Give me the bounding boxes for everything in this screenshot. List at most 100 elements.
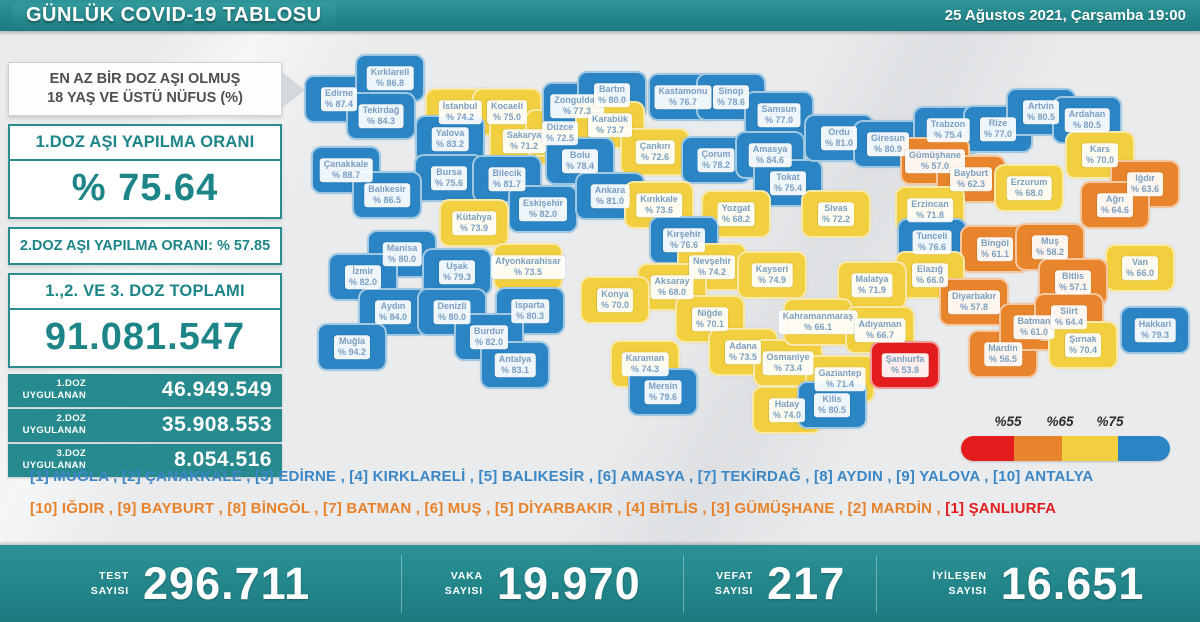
province-label-eskişehir: Eskişehir% 82.0 <box>518 197 568 221</box>
province-region-şırnak <box>1048 321 1118 369</box>
province-label-sakarya: Sakarya% 71.2 <box>502 129 546 153</box>
province-label-kırıkkale: Kırıkkale% 73.6 <box>636 193 682 217</box>
province-label-nevşehir: Nevşehir% 74.2 <box>688 255 736 279</box>
province-label-hakkari: Hakkari% 79.3 <box>1134 318 1176 342</box>
province-label-amasya: Amasya% 84.6 <box>748 143 792 167</box>
province-label-ankara: Ankara% 81.0 <box>590 184 630 208</box>
stat-group-test: TEST SAYISI 296.711 <box>0 555 401 613</box>
province-label-kayseri: Kayseri% 74.9 <box>751 263 793 287</box>
province-label-iğdır: Iğdır% 63.6 <box>1126 172 1164 196</box>
province-label-kastamonu: Kastamonu% 76.7 <box>654 85 712 109</box>
province-label-hatay: Hatay% 74.0 <box>768 398 806 422</box>
total-value: 91.081.547 <box>44 315 246 358</box>
province-label-karabük: Karabük% 73.7 <box>587 113 633 137</box>
province-label-burdur: Burdur% 82.0 <box>470 325 508 349</box>
province-region-kütahya <box>439 199 509 247</box>
dose-table: 1.DOZ UYGULANAN 46.949.549 2.DOZ UYGULANAN 35… <box>8 373 282 477</box>
province-label-artvin: Artvin% 80.5 <box>1022 100 1060 124</box>
stat-group-i̇yi̇leşen: İYİLEŞEN SAYISI 16.651 <box>875 554 1200 613</box>
province-label-bitlis: Bitlis% 57.1 <box>1054 270 1092 294</box>
stat-label: VAKA SAYISI <box>444 570 483 597</box>
province-label-bolu: Bolu% 78.4 <box>561 149 599 173</box>
province-label-elazığ: Elazığ% 66.0 <box>911 263 949 287</box>
stat-value: 217 <box>767 557 846 609</box>
dose-row-3: 3.DOZ UYGULANAN 8.054.516 <box>8 443 282 477</box>
province-label-ardahan: Ardahan% 80.5 <box>1064 108 1110 132</box>
top-bar: GÜNLÜK COVID-19 TABLOSU 25 Ağustos 2021,… <box>0 0 1200 31</box>
province-label-erzincan: Erzincan% 71.8 <box>907 198 953 222</box>
province-label-adıyaman: Adıyaman% 66.7 <box>854 318 906 342</box>
province-label-giresun: Giresun% 80.9 <box>866 132 910 156</box>
total-box: 1.,2. VE 3. DOZ TOPLAMI 91.081.547 <box>8 272 282 368</box>
province-label-diyarbakır: Diyarbakır% 57.8 <box>947 290 1001 314</box>
legend-segment-blue <box>1118 436 1170 461</box>
province-label-adana: Adana% 73.5 <box>724 340 762 364</box>
province-label-i̇stanbul: İstanbul% 74.2 <box>438 100 482 124</box>
province-label-kilis: Kilis% 80.5 <box>813 393 851 417</box>
province-label-çorum: Çorum% 78.2 <box>697 148 735 172</box>
province-label-uşak: Uşak% 79.3 <box>438 260 476 284</box>
stat-value: 19.970 <box>496 557 641 609</box>
province-label-bartın: Bartın% 80.0 <box>593 83 631 107</box>
province-label-aydın: Aydın% 84.0 <box>374 300 412 324</box>
bottom-province-last: [1] ŞANLIURFA <box>945 500 1057 517</box>
province-label-çanakkale: Çanakkale% 88.7 <box>319 158 373 182</box>
province-label-muğla: Muğla% 94.2 <box>333 335 371 359</box>
province-label-yozgat: Yozgat% 68.2 <box>717 202 755 226</box>
province-label-karaman: Karaman% 74.3 <box>621 352 669 376</box>
stat-value: 296.711 <box>143 557 311 609</box>
province-label-afyonkarahisar: Afyonkarahisar% 73.5 <box>491 255 565 279</box>
bottom-provinces-list: [10] IĞDIR , [9] BAYBURT , [8] BİNGÖL , … <box>30 500 1190 526</box>
note-box: EN AZ BİR DOZ AŞI OLMUŞ 18 YAŞ VE ÜSTÜ N… <box>8 62 305 116</box>
province-label-bingöl: Bingöl% 61.1 <box>976 237 1014 261</box>
page-title: GÜNLÜK COVID-19 TABLOSU <box>12 3 336 28</box>
dose-row-label: 3.DOZ UYGULANAN <box>22 447 86 472</box>
province-label-batman: Batman% 61.0 <box>1013 315 1055 339</box>
stat-label: İYİLEŞEN SAYISI <box>932 570 987 597</box>
stat-label: VEFAT SAYISI <box>714 570 754 597</box>
province-label-muş: Muş% 58.2 <box>1031 235 1069 259</box>
province-label-düzce: Düzce% 72.5 <box>541 121 579 145</box>
province-label-tunceli: Tunceli% 76.6 <box>912 230 952 254</box>
legend-segment-red <box>961 436 1014 461</box>
province-label-siirt: Siirt% 64.4 <box>1050 305 1088 329</box>
province-region-şanlıurfa <box>870 341 940 389</box>
stats-bar: TEST SAYISI 296.711 VAKA SAYISI 19.970 VEFAT SA… <box>0 545 1200 622</box>
dose-row-value: 46.949.549 <box>161 378 272 402</box>
dose1-title: 1.DOZ AŞI YAPILMA ORANI <box>10 126 280 161</box>
province-label-kocaeli: Kocaeli% 75.0 <box>486 100 528 124</box>
province-label-yalova: Yalova% 83.2 <box>431 127 469 151</box>
province-label-gaziantep: Gaziantep% 71.4 <box>814 367 866 391</box>
dose1-box: 1.DOZ AŞI YAPILMA ORANI % 75.64 <box>8 123 282 219</box>
legend-tick-55: %55 <box>994 414 1022 429</box>
stat-value: 16.651 <box>1000 557 1145 609</box>
dose-row-value: 35.908.553 <box>161 413 272 437</box>
province-label-bursa: Bursa% 75.6 <box>430 166 468 190</box>
province-label-rize: Rize% 77.0 <box>979 117 1017 141</box>
province-label-balıkesir: Balıkesir% 86.5 <box>364 183 410 207</box>
arrow-right-icon <box>281 71 305 109</box>
province-label-çankırı: Çankırı% 72.6 <box>635 140 675 164</box>
dose-row-2: 2.DOZ UYGULANAN 35.908.553 <box>8 408 282 442</box>
vaccination-panel: EN AZ BİR DOZ AŞI OLMUŞ 18 YAŞ VE ÜSTÜ N… <box>8 62 305 477</box>
province-label-zonguldak: Zonguldak% 77.3 <box>550 94 604 118</box>
legend-segment-yellow <box>1062 436 1118 461</box>
province-label-osmaniye: Osmaniye% 73.4 <box>762 351 814 375</box>
note-line-2: 18 YAŞ VE ÜSTÜ NÜFUS (%) <box>47 89 243 106</box>
province-label-denizli: Denizli% 80.0 <box>433 300 471 324</box>
dose-row-label: 2.DOZ UYGULANAN <box>22 412 86 437</box>
province-label-gümüşhane: Gümüşhane% 57.0 <box>904 149 966 173</box>
stat-group-vefat: VEFAT SAYISI 217 <box>683 554 876 613</box>
dose1-value: % 75.64 <box>71 166 219 209</box>
province-label-tekirdağ: Tekirdağ% 84.3 <box>358 104 404 128</box>
province-label-aksaray: Aksaray% 68.0 <box>650 275 694 299</box>
legend-tick-65: %65 <box>1046 414 1074 429</box>
dose-row-1: 1.DOZ UYGULANAN 46.949.549 <box>8 373 282 407</box>
province-label-i̇zmir: İzmir% 82.0 <box>344 265 382 289</box>
note-line-1: EN AZ BİR DOZ AŞI OLMUŞ <box>49 71 241 87</box>
province-label-kırklareli: Kırklareli% 86.8 <box>366 66 414 90</box>
province-label-kırşehir: Kırşehir% 76.6 <box>662 228 706 252</box>
province-label-konya: Konya% 70.0 <box>596 288 634 312</box>
province-label-samsun: Samsun% 77.0 <box>757 103 801 127</box>
